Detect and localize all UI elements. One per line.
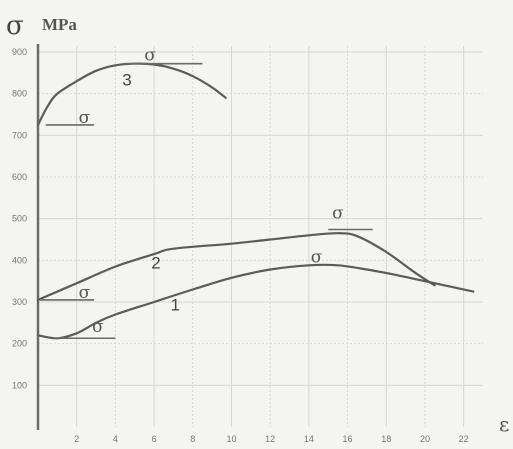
x-tick-label: 22 — [459, 434, 469, 444]
y-axis-label-unit: MPa — [42, 15, 77, 34]
labels: σ MPa ε 2 4 6 8 10 12 14 16 18 20 2210020030040050… — [6, 11, 509, 444]
x-tick-label: 16 — [343, 434, 353, 444]
x-tick-label: 14 — [304, 434, 314, 444]
series-line-1 — [36, 263, 475, 340]
curve-label-2: 2 — [151, 254, 160, 273]
series-line-2 — [36, 232, 436, 301]
y-tick-label: 400 — [12, 255, 27, 265]
grid — [38, 46, 483, 427]
x-tick-label: 8 — [190, 434, 195, 444]
annotation-sigma: σ — [79, 283, 91, 303]
y-tick-label: 500 — [12, 214, 27, 224]
series-group — [36, 62, 475, 340]
annotation-sigma: σ — [332, 204, 344, 224]
annotation-sigma: σ — [144, 45, 156, 65]
y-tick-label: 300 — [12, 297, 27, 307]
y-axis-label-symbol: σ — [6, 11, 24, 41]
annotation-sigma: σ — [311, 247, 323, 267]
y-tick-label: 800 — [12, 89, 27, 99]
x-tick-label: 10 — [226, 434, 236, 444]
x-tick-label: 4 — [113, 434, 118, 444]
y-tick-label: 200 — [12, 339, 27, 349]
x-tick-label: 6 — [152, 434, 157, 444]
x-tick-label: 2 — [74, 434, 79, 444]
x-tick-label: 18 — [381, 434, 391, 444]
curve-label-3: 3 — [122, 70, 131, 89]
x-tick-label: 12 — [265, 434, 275, 444]
annotation-sigma: σ — [79, 108, 91, 128]
y-tick-label: 700 — [12, 130, 27, 140]
x-axis-label: ε — [499, 412, 509, 436]
x-tick-label: 20 — [420, 434, 430, 444]
y-tick-label: 900 — [12, 47, 27, 57]
y-tick-label: 600 — [12, 172, 27, 182]
annotation-sigma: σ — [92, 317, 104, 337]
y-tick-label: 100 — [12, 380, 27, 390]
series-line-3 — [36, 62, 227, 126]
curve-label-1: 1 — [171, 295, 180, 314]
